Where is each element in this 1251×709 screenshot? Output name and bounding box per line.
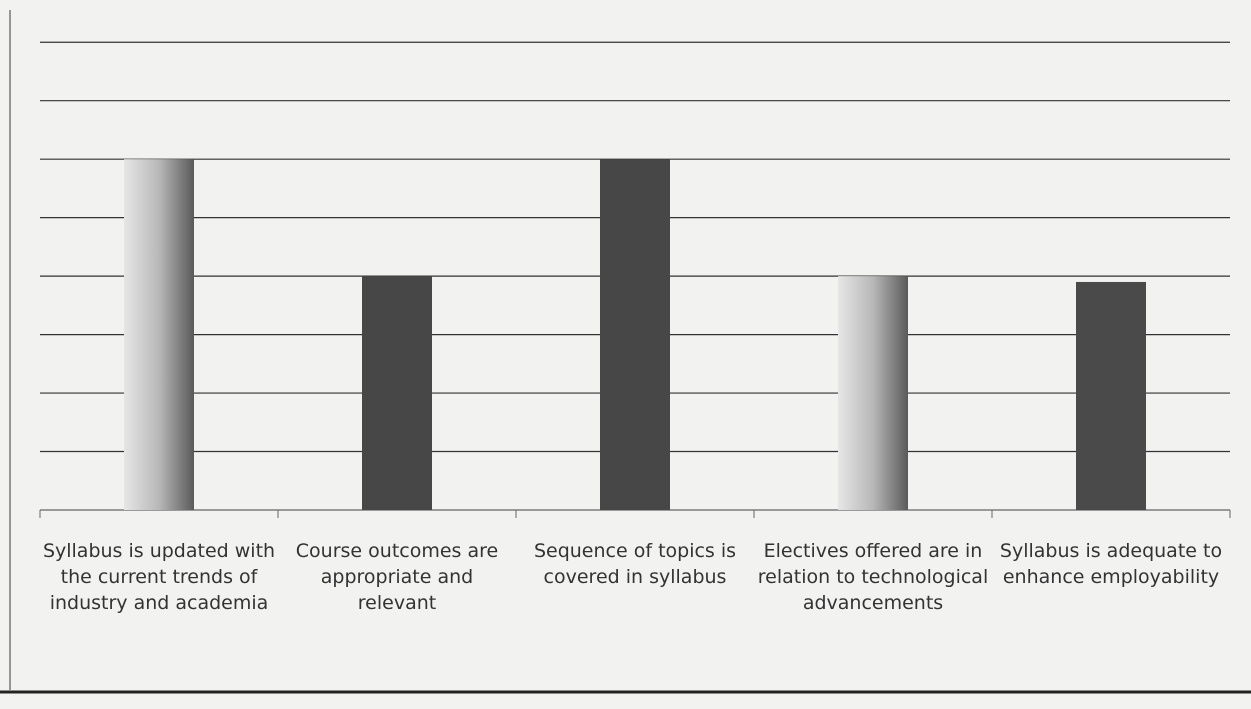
x-tick-label: Course outcomes are appropriate and rele…	[295, 540, 499, 614]
bar	[600, 159, 670, 511]
bar	[1076, 281, 1146, 510]
x-tick-label: Syllabus is updated with the current tre…	[42, 540, 276, 614]
bar	[362, 276, 432, 510]
x-tick-label: Syllabus is adequate to enhance employab…	[999, 540, 1223, 588]
bar	[124, 159, 194, 511]
bar	[838, 276, 908, 510]
x-tick-label: Sequence of topics is covered in syllabu…	[533, 540, 737, 588]
x-tick-label: Electives offered are in relation to tec…	[757, 540, 989, 614]
